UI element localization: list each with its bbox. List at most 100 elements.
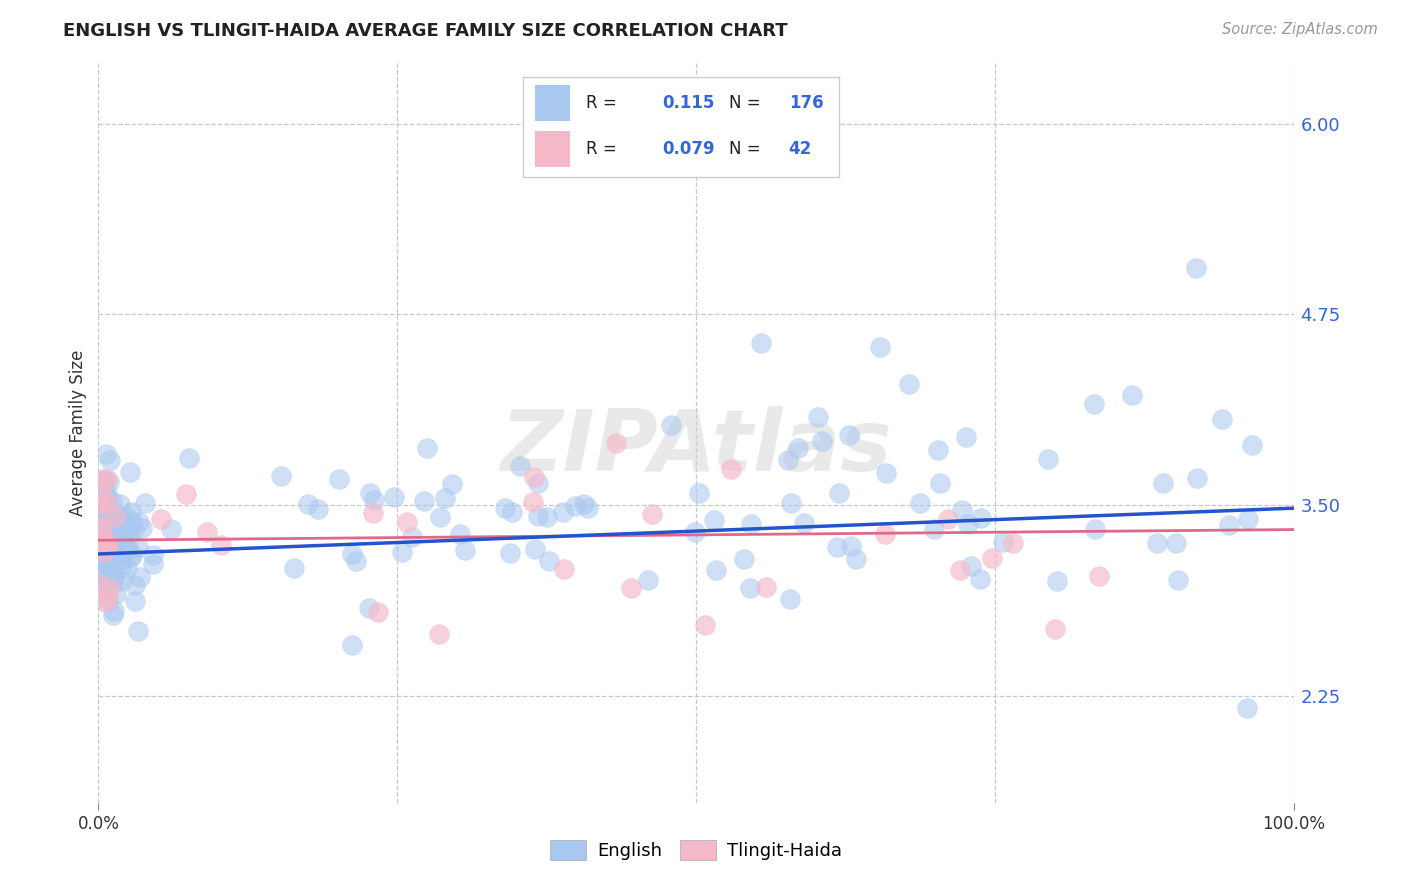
Point [382,491,405,505]
Point [969,572,991,586]
Point [991,535,1014,549]
Point [117,540,139,554]
Point [96,591,118,605]
Point [128,515,150,529]
Point [111,559,134,574]
Point [524,542,547,557]
Point [780,496,803,510]
Point [344,554,367,568]
Point [87,475,110,490]
Point [807,409,830,424]
Point [94,446,117,460]
Point [142,557,165,571]
Point [174,487,197,501]
Point [89,503,111,517]
Point [873,527,896,541]
Point [103,574,125,589]
Point [957,517,980,532]
Point [429,510,451,524]
Point [551,505,574,519]
Point [98,453,121,467]
Point [553,562,575,576]
Point [97,594,120,608]
Point [209,538,232,552]
Point [111,512,134,526]
Point [1084,522,1107,536]
Point [112,540,135,554]
Point [89,548,111,562]
Point [94,534,117,549]
Point [793,516,815,530]
Point [328,472,350,486]
Point [283,561,305,575]
Point [1236,701,1258,715]
Point [101,608,124,623]
Point [104,542,127,557]
Y-axis label: Average Family Size: Average Family Size [69,350,87,516]
Point [97,475,120,489]
Point [441,477,464,491]
Point [1166,536,1188,550]
Point [897,377,920,392]
Point [120,505,142,519]
Point [955,430,977,444]
Point [93,473,115,487]
Point [361,506,384,520]
Text: ENGLISH VS TLINGIT-HAIDA AVERAGE FAMILY SIZE CORRELATION CHART: ENGLISH VS TLINGIT-HAIDA AVERAGE FAMILY … [63,22,787,40]
Point [115,526,138,541]
Point [93,545,115,559]
Point [755,580,778,594]
Point [749,336,772,351]
Point [98,524,121,539]
Point [89,510,111,524]
Point [104,587,127,601]
Point [970,510,993,524]
Point [659,418,682,433]
Point [96,553,118,567]
Point [1185,260,1208,275]
Legend: English, Tlingit-Haida: English, Tlingit-Haida [550,839,842,861]
Point [340,638,363,652]
Point [396,515,419,529]
Point [950,502,973,516]
Point [134,496,156,510]
Point [688,486,710,500]
Point [938,512,960,526]
Point [1211,412,1233,426]
Point [605,435,627,450]
Point [391,545,413,559]
Point [401,530,423,544]
Point [641,507,664,521]
Point [127,540,149,554]
Point [522,495,544,509]
Point [96,483,118,498]
Point [949,564,972,578]
Point [96,491,118,505]
Point [270,469,292,483]
Point [90,505,112,519]
Point [572,497,595,511]
Point [827,486,849,500]
Point [449,527,471,541]
Point [98,552,121,566]
Point [527,508,550,523]
Point [838,427,860,442]
Point [501,506,523,520]
Point [845,551,868,566]
Point [112,521,135,535]
Point [124,594,146,608]
Point [98,581,121,595]
Point [103,505,125,519]
Point [94,539,117,553]
Point [90,570,112,584]
Point [87,506,110,520]
Point [620,581,643,595]
Point [129,570,152,584]
Point [103,565,125,579]
Point [101,555,124,569]
Point [90,518,112,533]
Point [685,525,707,540]
Point [115,542,138,557]
Point [776,452,799,467]
Point [150,512,173,526]
